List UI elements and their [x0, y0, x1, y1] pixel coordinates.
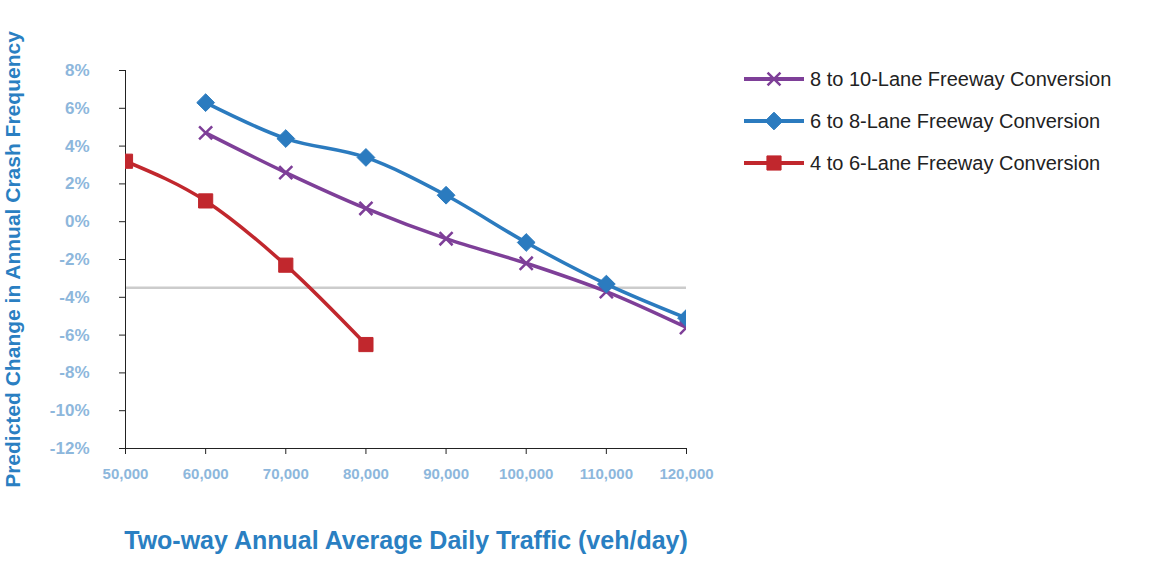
svg-text:-10%: -10% [50, 401, 90, 420]
svg-text:2%: 2% [65, 174, 90, 193]
svg-text:6%: 6% [65, 99, 90, 118]
svg-text:120,000: 120,000 [659, 465, 713, 482]
html-text:8 to 10-Lane Freeway Conversio: 8 to 10-Lane Freeway Conversion [810, 67, 1112, 90]
svg-text:-6%: -6% [59, 326, 89, 345]
svg-text:100,000: 100,000 [499, 465, 553, 482]
svg-text:50,000: 50,000 [103, 465, 149, 482]
svg-text:70,000: 70,000 [263, 465, 309, 482]
svg-text:80,000: 80,000 [343, 465, 389, 482]
svg-text:110,000: 110,000 [580, 465, 633, 482]
html-text:4 to 6-Lane Freeway Conversion: 4 to 6-Lane Freeway Conversion [810, 151, 1101, 174]
svg-text:-2%: -2% [59, 250, 89, 269]
html-text:6 to 8-Lane Freeway Conversion: 6 to 8-Lane Freeway Conversion [810, 109, 1101, 132]
svg-text:8%: 8% [65, 61, 90, 80]
svg-text:60,000: 60,000 [183, 465, 229, 482]
svg-text:4%: 4% [65, 137, 90, 156]
svg-text:-4%: -4% [59, 288, 89, 307]
svg-text:0%: 0% [65, 212, 90, 231]
svg-text:-12%: -12% [50, 439, 90, 458]
svg-text:Two-way Annual Average Daily T: Two-way Annual Average Daily Traffic (ve… [124, 526, 688, 554]
svg-text:90,000: 90,000 [423, 465, 469, 482]
svg-text:Predicted Change in Annual Cra: Predicted Change in Annual Crash Frequen… [1, 31, 24, 488]
svg-text:-8%: -8% [59, 363, 89, 382]
